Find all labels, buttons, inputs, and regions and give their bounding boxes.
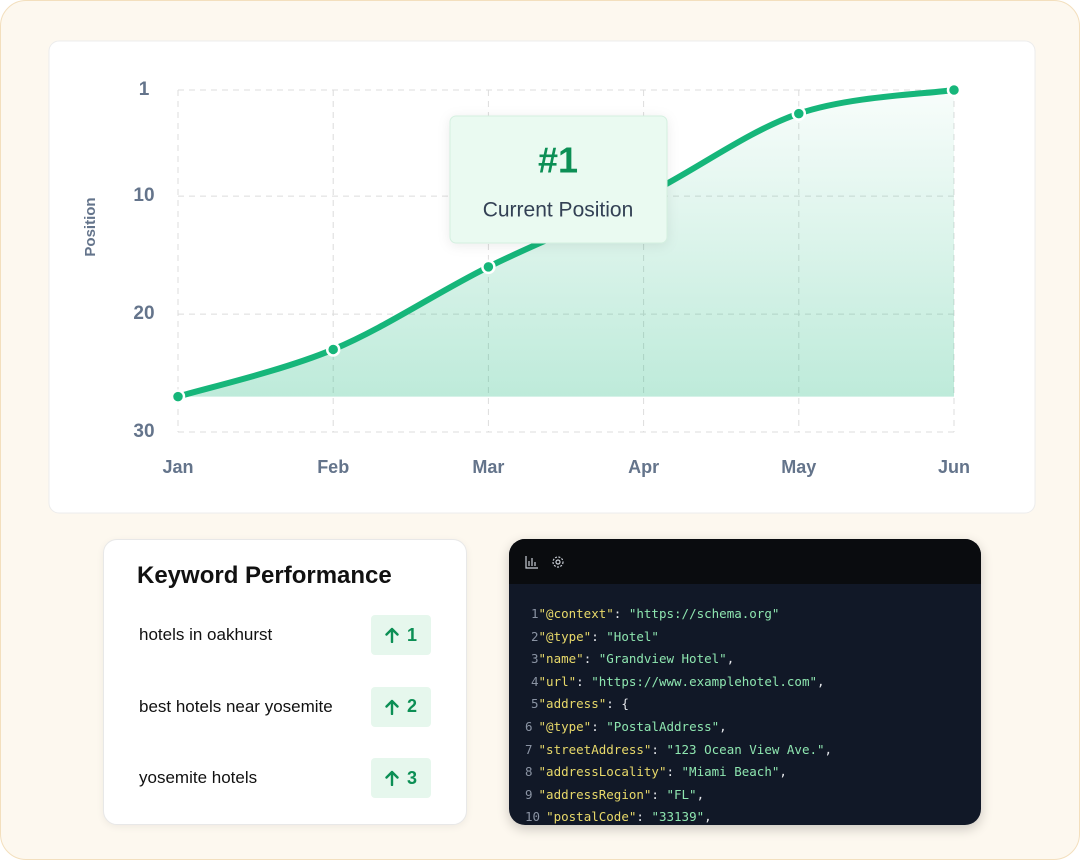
keyword-text: best hotels near yosemite — [139, 696, 333, 716]
code-token: : — [591, 718, 607, 734]
code-token: : — [576, 673, 592, 689]
keyword-change: 3 — [406, 767, 417, 788]
code-body: 1"@context": "https://schema.org" 2"@type… — [509, 603, 981, 825]
x-tick-label: Feb — [317, 457, 349, 477]
chart-icon[interactable] — [525, 555, 539, 569]
code-token: "postalCode" — [546, 809, 637, 825]
line-number: 1 — [531, 606, 539, 621]
code-line: 1"@context": "https://schema.org" — [509, 603, 981, 626]
code-token: , — [704, 809, 712, 825]
code-token: "Grandview Hotel" — [598, 651, 727, 667]
code-token: "name" — [538, 651, 584, 667]
keyword-badge: 3 — [371, 758, 431, 798]
code-token: "streetAddress" — [538, 741, 652, 757]
code-token: "@type" — [538, 628, 592, 644]
code-token: "PostalAddress" — [606, 718, 720, 734]
code-token: , — [719, 718, 727, 734]
code-token: "123 Ocean View Ave." — [666, 741, 825, 757]
code-line: 6 "@type": "PostalAddress", — [509, 716, 981, 739]
chart: Position #1 Current Position 1 10 20 30 Jan F… — [48, 40, 1036, 514]
code-token: , — [696, 786, 705, 802]
code-token: : — [651, 786, 667, 802]
code-token: "url" — [538, 673, 577, 689]
y-axis-label: Position — [82, 197, 99, 256]
code-token: : — [583, 651, 599, 667]
code-token: : — [613, 606, 629, 621]
callout: #1 Current Position — [449, 115, 668, 244]
code-token: : — [591, 628, 607, 644]
code-panel: 1"@context": "https://schema.org" 2"@type… — [509, 539, 981, 825]
code-token: "Hotel" — [606, 628, 659, 644]
code-token: "addressLocality" — [538, 764, 667, 780]
code-line: 2"@type": "Hotel" — [509, 626, 981, 649]
code-token: "@type" — [538, 718, 592, 734]
code-token: : — [636, 809, 652, 825]
line-number: 2 — [531, 628, 539, 644]
keyword-title: Keyword Performance — [137, 562, 392, 589]
code-token: : — [666, 764, 682, 780]
keyword-row: hotels in oakhurst 1 — [139, 615, 431, 655]
callout-value: #1 — [538, 140, 578, 181]
keyword-change: 2 — [406, 696, 417, 716]
code-token: , — [817, 673, 825, 689]
x-tick-label: Jan — [162, 457, 193, 477]
code-line: 7 "streetAddress": "123 Ocean View Ave.", — [509, 739, 981, 762]
code-token: : — [651, 741, 667, 757]
keyword-row: best hotels near yosemite 2 — [139, 686, 431, 727]
y-tick-label: 20 — [133, 303, 154, 324]
code-token: "33139" — [651, 809, 705, 825]
keyword-badge: 2 — [371, 686, 431, 727]
code-token: , — [824, 741, 833, 757]
y-tick-label: 10 — [133, 185, 154, 206]
keyword-text: yosemite hotels — [139, 768, 258, 787]
x-tick-label: Apr — [628, 457, 659, 477]
y-tick-label: 1 — [139, 79, 150, 100]
x-tick-label: Jun — [938, 457, 970, 477]
line-number: 8 — [525, 764, 533, 780]
callout-label: Current Position — [483, 199, 634, 222]
keyword-text: hotels in oakhurst — [139, 625, 273, 644]
line-number: 5 — [531, 696, 539, 712]
code-token: "@context" — [538, 606, 614, 621]
settings-icon[interactable] — [551, 555, 565, 569]
code-token: : { — [606, 696, 629, 712]
line-number: 4 — [531, 673, 539, 689]
line-number: 3 — [531, 651, 539, 667]
up-arrow — [385, 770, 399, 786]
code-token: "https://www.examplehotel.com" — [591, 673, 818, 689]
keyword-row: yosemite hotels 3 — [139, 758, 431, 798]
code-line: 9 "addressRegion": "FL", — [509, 784, 981, 807]
up-arrow — [385, 627, 399, 643]
y-tick-label: 30 — [133, 421, 154, 442]
point — [325, 342, 341, 357]
x-tick-label: May — [781, 457, 816, 477]
code-token: "addressRegion" — [538, 786, 652, 802]
code-toolbar — [509, 539, 981, 584]
code-line: 8 "addressLocality": "Miami Beach", — [509, 761, 981, 784]
line-number: 6 — [525, 718, 533, 734]
keyword-change: 1 — [406, 624, 417, 645]
code-token: "https://schema.org" — [628, 606, 780, 621]
point — [170, 389, 186, 404]
line-number: 7 — [525, 741, 533, 757]
code-token: "Miami Beach" — [681, 764, 780, 780]
point — [791, 106, 807, 121]
code-token: , — [726, 651, 735, 667]
code-token: , — [779, 764, 787, 780]
code-token: "FL" — [666, 786, 697, 802]
code-line: 4"url": "https://www.examplehotel.com", — [509, 671, 981, 694]
code-line: 3"name": "Grandview Hotel", — [509, 648, 981, 671]
point — [946, 82, 962, 98]
code-line: 5"address": { — [509, 693, 981, 716]
code-line: 10 "postalCode": "33139", — [509, 806, 981, 825]
code-token: "address" — [538, 696, 607, 712]
keyword-card: Keyword Performance hotels in oakhurst 1 b… — [103, 539, 467, 825]
line-number: 10 — [525, 809, 541, 825]
x-tick-label: Mar — [472, 457, 504, 477]
point — [481, 259, 496, 275]
line-number: 9 — [525, 786, 533, 802]
up-arrow — [385, 699, 399, 715]
keyword-badge: 1 — [371, 615, 431, 655]
